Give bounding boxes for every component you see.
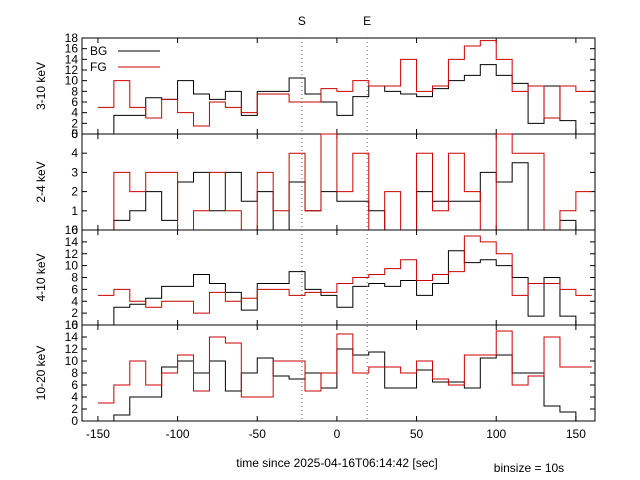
y-axis-label: 10-20 keV [34,346,48,401]
y-tick-label: 10 [65,259,79,273]
y-tick-label: 8 [71,271,78,285]
series-fg-line [97,40,592,127]
panel-2: 0 1 2 3 4 5 2-4 keV [34,127,596,237]
y-tick-label: 2 [71,185,78,199]
y-tick-label: 6 [71,282,78,296]
y-tick-label: 12 [65,63,79,77]
marker-label-e: E [363,14,371,28]
y-tick-label: 8 [71,84,78,98]
y-tick-label: 16 [65,223,79,237]
y-axis-label: 4-10 keV [34,253,48,301]
legend-label-fg: FG [90,60,107,74]
x-tick-label: -50 [249,427,267,441]
series-fg-line [97,235,592,314]
y-tick-label: 0 [71,414,78,428]
x-tick-label: 150 [566,427,586,441]
series-bg-line [97,250,592,326]
y-axis-label: 2-4 keV [34,161,48,202]
legend: BG FG [90,44,160,74]
y-tick-label: 10 [65,354,79,368]
x-tick-label: -150 [86,427,110,441]
y-tick-label: 3 [71,165,78,179]
y-tick-label: 4 [71,146,78,160]
series-fg-line [97,330,592,404]
y-tick-label: 5 [71,127,78,141]
panel-frame [81,133,596,231]
y-tick-label: 2 [71,306,78,320]
y-tick-label: 12 [65,342,79,356]
x-tick-label: -100 [166,427,190,441]
y-tick-label: 14 [65,330,79,344]
y-tick-label: 0 [71,318,78,332]
y-tick-label: 14 [65,52,79,66]
y-tick-label: 18 [65,31,79,45]
y-tick-label: 16 [65,318,79,332]
y-tick-label: 1 [71,204,78,218]
series-fg-line [97,133,592,231]
y-tick-label: 4 [71,390,78,404]
marker-label-s: S [298,14,306,28]
y-tick-label: 2 [71,116,78,130]
y-tick-label: 6 [71,378,78,392]
y-tick-label: 4 [71,106,78,120]
x-tick-label: 50 [410,427,424,441]
y-tick-label: 12 [65,247,79,261]
y-tick-label: 14 [65,235,79,249]
y-tick-label: 10 [65,74,79,88]
y-tick-label: 2 [71,402,78,416]
y-tick-label: 0 [71,127,78,141]
y-tick-label: 0 [71,223,78,237]
x-axis-label: time since 2025-04-16T06:14:42 [sec] [236,456,437,470]
panel-frame [81,37,596,135]
x-tick-label: 100 [486,427,506,441]
legend-label-bg: BG [90,44,107,58]
y-tick-label: 6 [71,95,78,109]
binsize-label: binsize = 10s [494,461,564,475]
y-axis-label: 3-10 keV [34,62,48,110]
y-tick-label: 16 [65,42,79,56]
x-tick-label: 0 [334,427,341,441]
y-tick-label: 4 [71,294,78,308]
y-tick-label: 8 [71,366,78,380]
